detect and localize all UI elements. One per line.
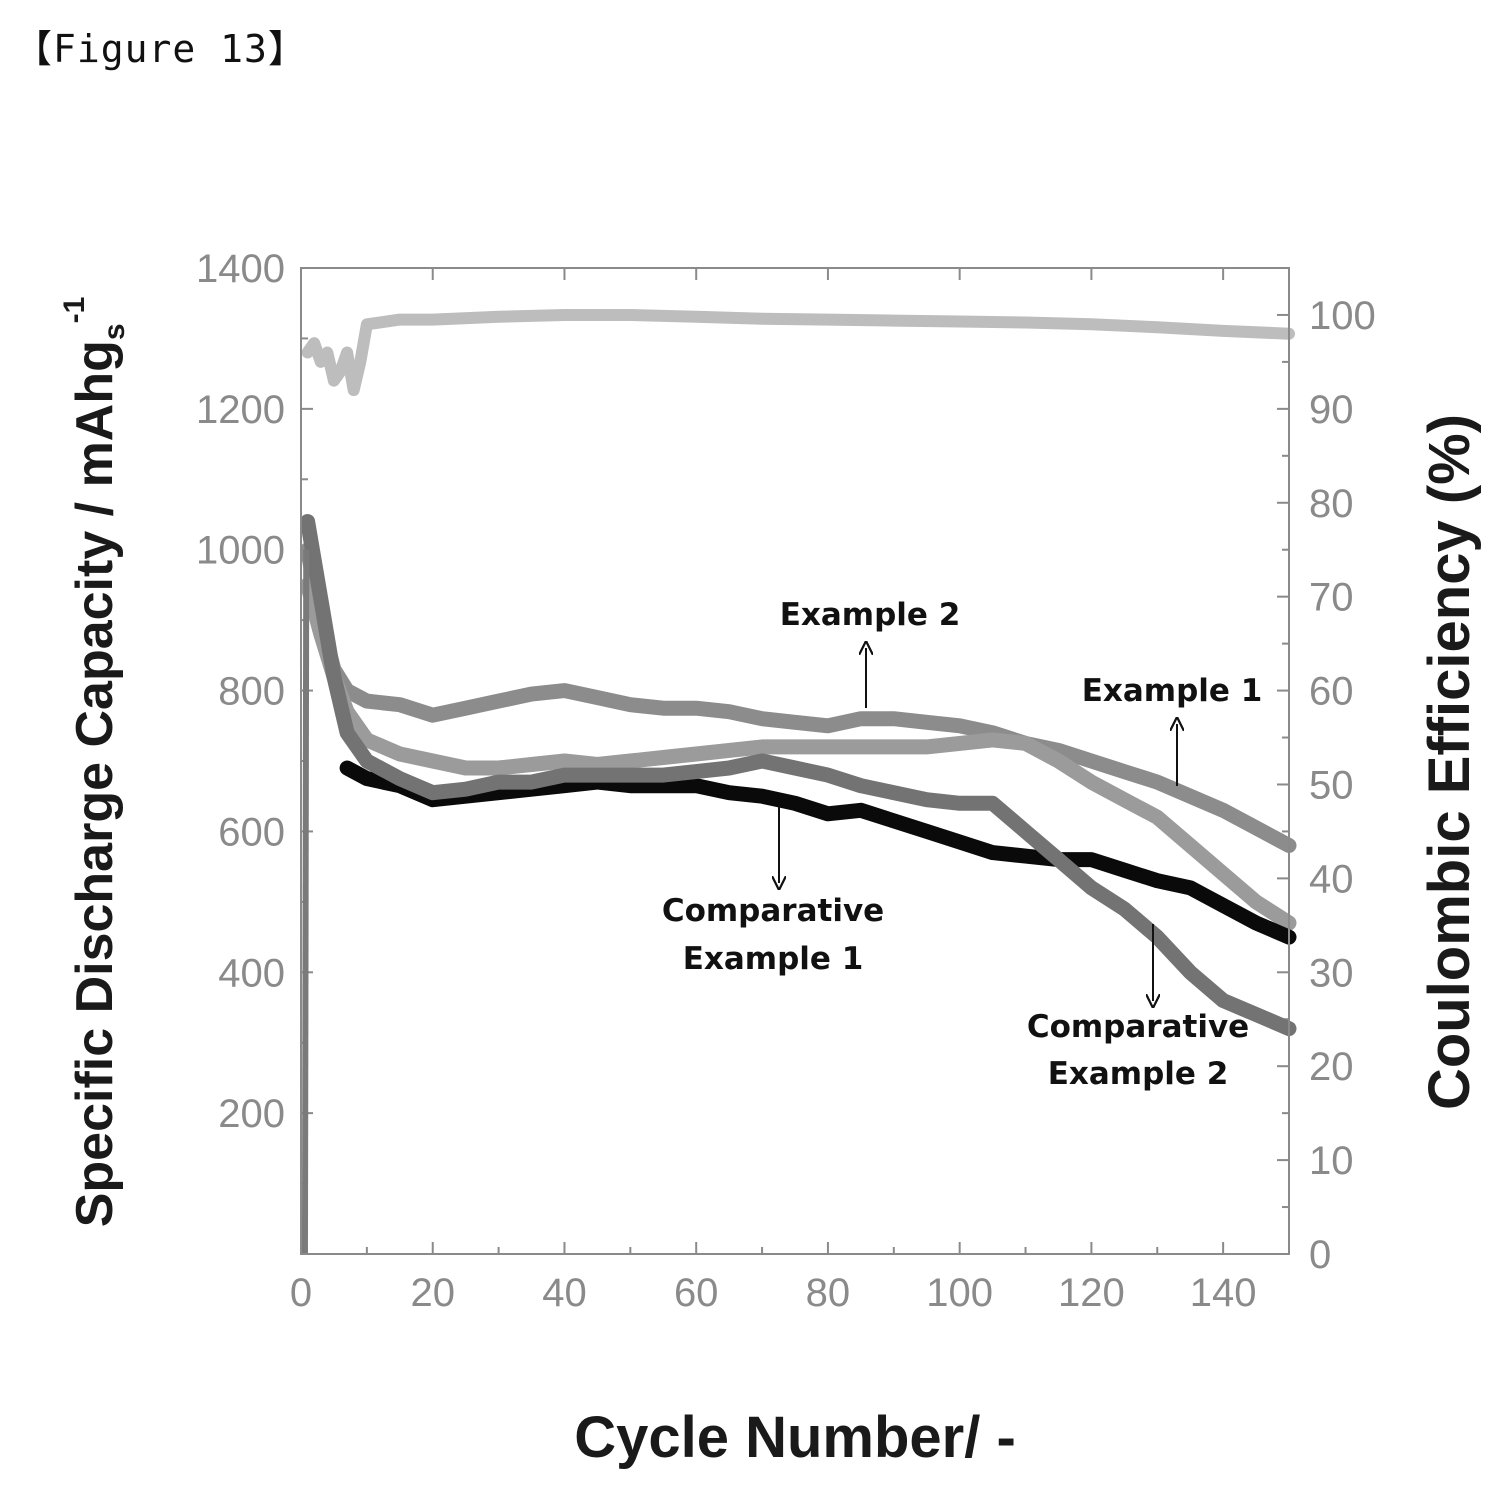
x-tick-label: 140 [1190, 1271, 1257, 1315]
x-tick-label: 80 [806, 1271, 851, 1315]
x-tick-label: 60 [674, 1271, 719, 1315]
figure-caption: 【Figure 13】 [14, 27, 307, 71]
annotation-comparative-example-2-line-1: Comparative [1027, 1009, 1249, 1045]
y2-tick-label: 90 [1309, 388, 1354, 432]
annotation-comparative-example-2: Comparative Example 2 [1027, 1009, 1249, 1092]
series-lines [300, 309, 1297, 1255]
x-tick-label: 100 [926, 1271, 993, 1315]
y2-tick-label: 10 [1309, 1139, 1354, 1183]
annotation-example-1-line-1: Example 1 [1082, 673, 1263, 709]
y2-tick-label: 0 [1309, 1233, 1331, 1277]
y-tick-label: 400 [218, 951, 285, 995]
y-axis-title-main: Specific Discharge Capacity / mAhg [66, 340, 124, 1227]
series-line-initial-cycle [301, 549, 310, 1255]
y-tick-label: 200 [218, 1092, 285, 1136]
series-line-comparative-example-1 [339, 760, 1297, 945]
annotation-example-2-line-1: Example 2 [780, 597, 961, 633]
y-axis-title-subscript: s [98, 323, 131, 340]
annotation-comparative-example-1-line-1: Comparative [662, 893, 884, 929]
y-tick-label: 800 [218, 670, 285, 714]
y2-axis-title: Coulombic Efficiency (%) [1417, 414, 1482, 1110]
y-tick-label: 600 [218, 810, 285, 854]
annotation-comparative-example-1-line-2: Example 1 [683, 941, 864, 977]
x-axis-title: Cycle Number/ - [574, 1405, 1016, 1470]
y-tick-label: 1000 [196, 529, 285, 573]
x-tick-label: 0 [290, 1271, 312, 1315]
tick-labels: 0 20 40 60 80 100 120 1402004006008001000120014… [196, 247, 1376, 1315]
y2-tick-label: 70 [1309, 576, 1354, 620]
y2-tick-label: 30 [1309, 951, 1354, 995]
y2-tick-label: 40 [1309, 857, 1354, 901]
series-line-example-1 [300, 577, 1297, 931]
annotation-example-2: Example 2 [780, 597, 961, 633]
y2-tick-label: 100 [1309, 294, 1376, 338]
y2-tick-label: 60 [1309, 670, 1354, 714]
annotation-example-1: Example 1 [1082, 673, 1263, 709]
x-tick-label: 40 [542, 1271, 587, 1315]
y-tick-label: 1200 [196, 388, 285, 432]
x-tick-label: 120 [1058, 1271, 1125, 1315]
plot-frame [300, 267, 1290, 1255]
annotation-comparative-example-2-line-2: Example 2 [1048, 1056, 1229, 1092]
y2-tick-label: 80 [1309, 482, 1354, 526]
y-axis-title: Specific Discharge Capacity / mAhgs -1 [58, 297, 131, 1228]
series-line-coulombic-efficiency [301, 309, 1295, 397]
y2-tick-label: 20 [1309, 1045, 1354, 1089]
series-line-example-2 [300, 542, 1297, 853]
y-axis-title-superscript: -1 [58, 297, 91, 324]
y-tick-label: 1400 [196, 247, 285, 291]
series-line-comparative-example-2 [300, 514, 1297, 1037]
annotation-comparative-example-1: Comparative Example 1 [662, 893, 884, 977]
y2-tick-label: 50 [1309, 763, 1354, 807]
x-tick-label: 20 [410, 1271, 455, 1315]
